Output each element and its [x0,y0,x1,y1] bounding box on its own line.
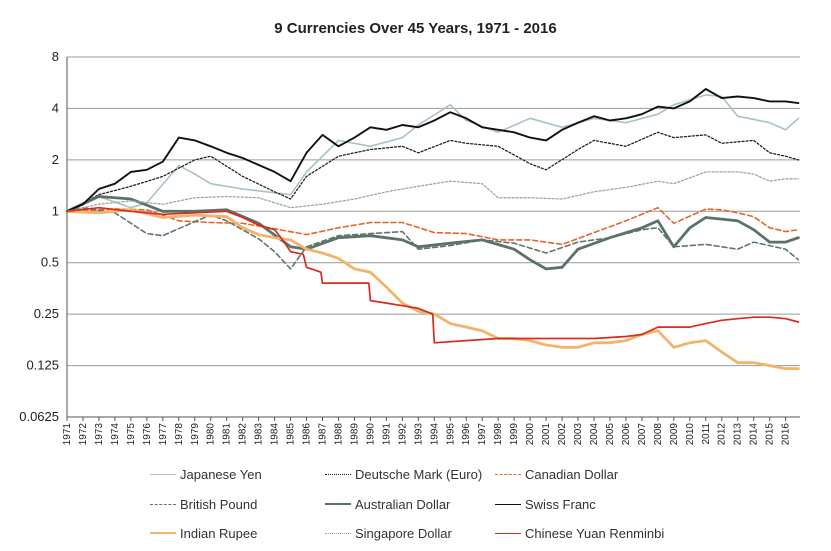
x-tick-label: 1974 [110,423,121,446]
x-tick-label: 1979 [190,423,201,446]
x-tick-label: 1994 [429,423,440,446]
legend-item: Indian Rupee [150,525,257,541]
legend-item: Japanese Yen [150,466,262,482]
x-tick-label: 2007 [637,423,648,446]
legend-swatch [325,503,351,505]
x-tick-label: 2012 [717,423,728,446]
x-tick-label: 2005 [605,423,616,446]
x-tick-label: 1996 [461,423,472,446]
legend-label: Chinese Yuan Renminbi [525,525,665,541]
legend-item: Swiss Franc [495,496,596,512]
legend-swatch [495,473,521,475]
legend-swatch [495,532,521,534]
x-tick-label: 2015 [765,423,776,446]
x-tick-label: 1978 [174,423,185,446]
x-tick-label: 2009 [669,423,680,446]
x-tick-label: 2004 [589,423,600,446]
x-tick-label: 2014 [749,423,760,446]
y-tick-label: 2 [52,152,59,167]
y-tick-label: 1 [52,203,59,218]
legend-label: Australian Dollar [355,496,451,512]
x-tick-label: 1971 [62,423,73,446]
y-tick-label: 0.5 [41,255,59,270]
x-tick-label: 1976 [142,423,153,446]
series-line-chinese-yuan-renminbi [66,206,800,344]
legend-item: Deutsche Mark (Euro) [325,466,482,482]
legend-swatch [150,473,176,475]
series-line-indian-rupee [65,208,800,371]
x-tick-label: 1990 [365,423,376,446]
legend-swatch [495,503,521,505]
legend-label: Swiss Franc [525,496,596,512]
x-tick-label: 1998 [493,423,504,446]
series-line-singapore-dollar [66,171,800,212]
x-tick-label: 1993 [413,423,424,446]
x-tick-label: 1985 [286,423,297,446]
x-tick-label: 1973 [94,423,105,446]
x-tick-label: 1981 [222,423,233,446]
x-tick-label: 1988 [333,423,344,446]
x-tick-label: 1984 [270,423,281,446]
legend-item: Chinese Yuan Renminbi [495,525,664,541]
x-tick-label: 2010 [685,423,696,446]
x-tick-label: 1987 [318,423,329,446]
legend-item: Australian Dollar [325,496,450,512]
legend-label: Canadian Dollar [525,466,619,482]
x-tick-label: 1980 [206,423,217,446]
series-line-deutsche-mark-euro [66,131,800,212]
x-tick-label: 1982 [238,423,249,446]
legend-swatch [325,473,351,475]
x-tick-label: 1995 [445,423,456,446]
x-tick-label: 1983 [254,423,265,446]
series-line-japanese-yen [66,94,800,213]
y-tick-label: 0.25 [34,306,59,321]
x-tick-label: 1975 [126,423,137,446]
y-tick-label: 8 [52,49,59,64]
x-tick-label: 2016 [781,423,792,446]
x-tick-label: 1991 [381,423,392,446]
x-tick-label: 1972 [78,423,89,446]
chart-title: 9 Currencies Over 45 Years, 1971 - 2016 [274,20,557,37]
y-tick-label: 0.125 [26,358,59,373]
x-tick-label: 1989 [349,423,360,446]
gridlines [67,56,800,367]
x-tick-label: 1986 [302,423,313,446]
legend-label: Singapore Dollar [355,525,452,541]
legend-swatch [150,503,176,505]
x-tick-label: 1992 [397,423,408,446]
legend-label: Indian Rupee [180,525,258,541]
x-tick-label: 1977 [158,423,169,446]
legend-swatch [150,532,176,534]
legend-item: British Pound [150,496,257,512]
x-tick-label: 1997 [477,423,488,446]
legend-item: Canadian Dollar [495,466,618,482]
series-line-australian-dollar [65,195,800,271]
series-line-canadian-dollar [66,206,800,246]
legend-label: Japanese Yen [180,466,262,482]
x-tick-label: 2013 [733,423,744,446]
y-tick-label: 0.0625 [19,409,59,424]
x-tick-label: 2011 [701,423,712,445]
legend-swatch [325,532,351,534]
x-tick-label: 1999 [509,423,520,446]
series-line-swiss-franc [66,88,800,213]
x-tick-label: 2008 [653,423,664,446]
series-line-british-pound [66,206,800,270]
legend-label: British Pound [180,496,258,512]
y-tick-label: 4 [52,100,59,115]
x-tick-label: 2000 [525,423,536,446]
legend-item: Singapore Dollar [325,525,452,541]
x-tick-label: 2002 [557,423,568,446]
series-lines [65,88,800,371]
x-tick-label: 2006 [621,423,632,446]
legend-label: Deutsche Mark (Euro) [355,466,483,482]
x-tick-label: 2003 [573,423,584,446]
x-tick-label: 2001 [541,423,552,446]
